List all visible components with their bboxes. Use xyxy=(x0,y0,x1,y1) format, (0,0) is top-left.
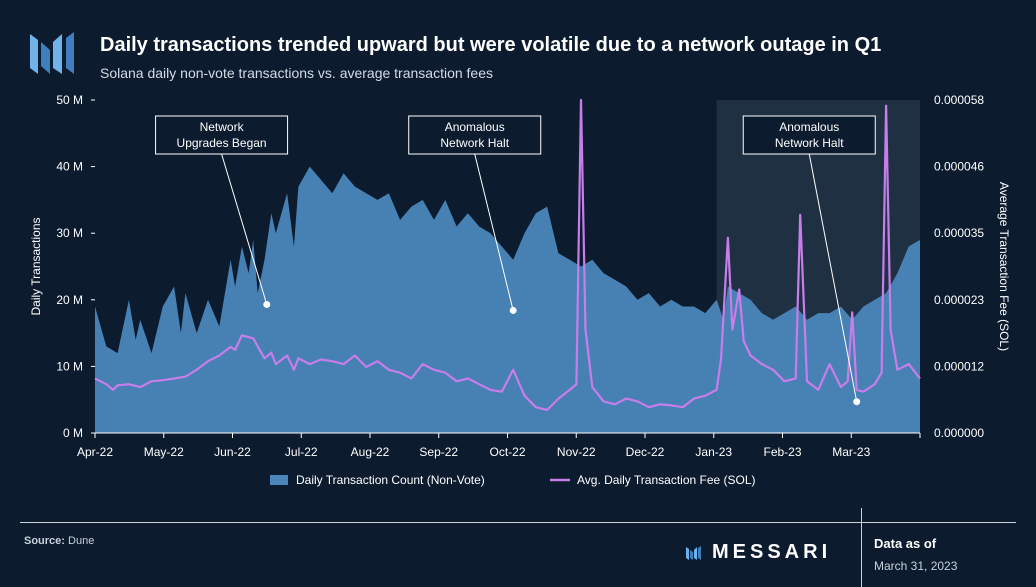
messari-logo xyxy=(30,32,74,74)
brand: MESSARI xyxy=(686,541,831,564)
x-tick-label: Jun-22 xyxy=(214,445,251,459)
y-right-tick-label: 0.000023 xyxy=(934,293,984,307)
as-of-label: Data as of xyxy=(874,536,937,551)
annotation-point xyxy=(263,300,271,308)
legend: Daily Transaction Count (Non-Vote) Avg. D… xyxy=(270,473,756,487)
annotation-box xyxy=(742,115,876,155)
y-right-tick-label: 0.000058 xyxy=(934,93,984,107)
annotation-box xyxy=(408,115,542,155)
legend-swatch-transactions xyxy=(270,475,288,485)
x-tick-label: Dec-22 xyxy=(626,445,665,459)
annotation-leader-line xyxy=(808,153,858,402)
axes: 0 M 10 M 20 M 30 M 40 M 50 M 0.000000 0.000012 0… xyxy=(29,93,1011,459)
x-tick-label: Oct-22 xyxy=(489,445,525,459)
annotation-text: Network Halt xyxy=(775,136,844,150)
brand-wordmark: MESSARI xyxy=(712,541,832,563)
annotation-text: Network xyxy=(200,120,245,134)
x-tick-label: May-22 xyxy=(144,445,184,459)
x-tick-label: Feb-23 xyxy=(763,445,801,459)
fee-line xyxy=(94,98,921,412)
y-right-axis-title: Average Transaction Fee (SOL) xyxy=(997,182,1011,351)
x-tick-label: Nov-22 xyxy=(557,445,596,459)
as-of-date: March 31, 2023 xyxy=(874,559,958,573)
x-tick-label: Sep-22 xyxy=(419,445,458,459)
source-note: Source: Dune xyxy=(24,535,94,547)
y-right-tick-label: 0.000035 xyxy=(934,226,984,240)
y-left-tick-label: 20 M xyxy=(56,293,83,307)
annotation-leader-line xyxy=(221,153,268,305)
y-left-tick-label: 40 M xyxy=(56,160,83,174)
brand-mark-icon xyxy=(686,545,701,560)
footer-vertical-divider xyxy=(861,508,862,587)
x-tick-label: Mar-23 xyxy=(832,445,870,459)
transaction-area-series xyxy=(95,166,920,433)
y-left-tick-label: 30 M xyxy=(56,226,83,240)
annotation-text: Network Halt xyxy=(440,136,509,150)
fee-line-series xyxy=(94,98,921,412)
x-tick-label: Jan-23 xyxy=(695,445,732,459)
y-right-tick-label: 0.000000 xyxy=(934,426,984,440)
annotation-text: Anomalous xyxy=(445,120,505,134)
y-left-tick-label: 0 M xyxy=(63,426,83,440)
source-value: Dune xyxy=(68,535,95,547)
footer-divider xyxy=(20,522,1016,523)
x-tick-label: Aug-22 xyxy=(351,445,390,459)
chart-subtitle: Solana daily non-vote transactions vs. a… xyxy=(100,65,494,81)
y-left-tick-label: 10 M xyxy=(56,359,83,373)
annotation-leader-line xyxy=(474,153,514,311)
source-label: Source: xyxy=(24,535,65,547)
y-left-axis-title: Daily Transactions xyxy=(29,217,43,315)
chart-title: Daily transactions trended upward but we… xyxy=(100,34,882,56)
legend-label-fee: Avg. Daily Transaction Fee (SOL) xyxy=(577,473,756,487)
annotation-point xyxy=(509,306,517,314)
annotation-text: Upgrades Began xyxy=(177,136,267,150)
transaction-count-area xyxy=(95,166,920,433)
y-right-tick-label: 0.000012 xyxy=(934,359,984,373)
x-tick-label: Apr-22 xyxy=(77,445,113,459)
annotations: Network Upgrades Began Anomalous Network Ha… xyxy=(155,115,876,406)
annotation-box xyxy=(155,115,289,155)
legend-label-transactions: Daily Transaction Count (Non-Vote) xyxy=(296,473,485,487)
annotation-text: Anomalous xyxy=(779,120,839,134)
y-left-tick-label: 50 M xyxy=(56,93,83,107)
annotation-point xyxy=(853,398,861,406)
y-right-tick-label: 0.000046 xyxy=(934,160,984,174)
x-tick-label: Jul-22 xyxy=(285,445,318,459)
